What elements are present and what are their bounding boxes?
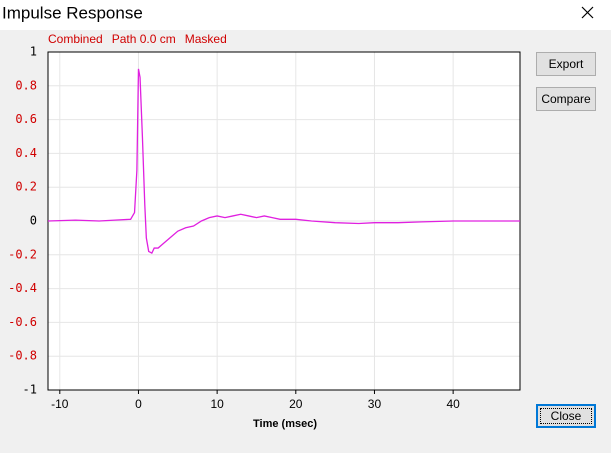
y-tick-label: -0.4 (8, 281, 37, 295)
close-icon[interactable] (581, 6, 594, 19)
y-tick-label: -1 (23, 383, 37, 397)
x-tick-label: 10 (210, 397, 224, 411)
header-label: Path 0.0 cm (112, 32, 176, 46)
x-axis-label: Time (msec) (253, 418, 317, 430)
y-tick-label: -0.2 (8, 247, 37, 261)
close-button[interactable]: Close (536, 404, 596, 428)
title-bar (0, 0, 611, 30)
y-tick-label: -0.6 (8, 315, 37, 329)
y-tick-label: 0 (30, 214, 37, 228)
y-tick-label: 0.2 (15, 180, 37, 194)
header-label: Combined (48, 32, 103, 46)
y-tick-label: -0.8 (8, 349, 37, 363)
y-tick-label: 1 (30, 45, 37, 59)
x-tick-label: 0 (135, 397, 142, 411)
x-tick-label: -10 (51, 397, 69, 411)
export-button[interactable]: Export (536, 52, 596, 76)
y-tick-label: 0.4 (15, 146, 37, 160)
compare-button[interactable]: Compare (536, 87, 596, 111)
x-tick-label: 20 (289, 397, 303, 411)
x-tick-label: 40 (446, 397, 460, 411)
header-label: Masked (185, 32, 227, 46)
y-tick-label: 0.8 (15, 78, 37, 92)
window-title: Impulse Response (2, 3, 143, 22)
x-tick-label: 30 (368, 397, 382, 411)
impulse-line (47, 68, 520, 255)
y-tick-label: 0.6 (15, 112, 37, 126)
